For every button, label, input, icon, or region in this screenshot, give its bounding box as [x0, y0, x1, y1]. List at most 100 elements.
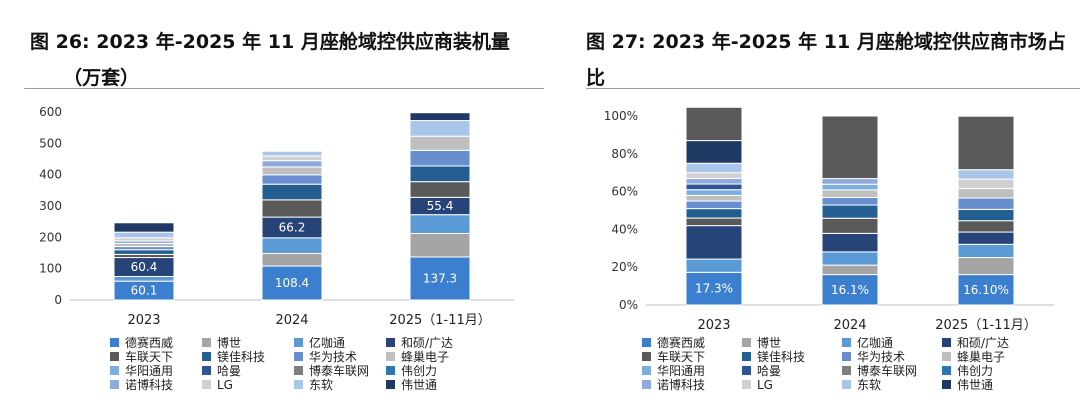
y-tick-label: 300 [39, 199, 62, 213]
bar-segment [261, 155, 323, 162]
bar-segment [821, 183, 879, 191]
legend-swatch [202, 352, 211, 361]
legend-swatch [110, 366, 119, 375]
legend-swatch [642, 338, 651, 347]
legend-swatch [642, 366, 651, 375]
bar-segment [821, 251, 879, 266]
legend-label: 华阳通用 [657, 364, 705, 378]
x-category-label: 2023 [127, 313, 160, 328]
legend-swatch [642, 380, 651, 389]
chart-box-installations: 0 100 200 300 400 500 600 60.1 60.4 2023 108.4 66.2… [24, 88, 544, 410]
legend-label: 博泰车联网 [309, 363, 369, 378]
legend-label: 车联天下 [657, 349, 705, 364]
bar-segment [821, 178, 879, 185]
legend-label: 蜂巢电子 [401, 350, 449, 364]
bar-segment [685, 177, 743, 185]
bar-segment [261, 183, 323, 201]
bar-segment [821, 196, 879, 206]
legend-swatch [742, 352, 751, 361]
bar-segment [409, 165, 471, 183]
y-tick-label: 60% [611, 185, 638, 199]
bar-segment [409, 135, 471, 151]
chart-box-market-share: 0% 20% 40% 60% 80% 100% 17.3% 2023 16.1% 2024 16.1… [586, 88, 1080, 410]
legend-label: 和硕/广达 [957, 336, 1009, 350]
x-category-label: 2025（1-11月） [389, 313, 491, 328]
bar-segment [113, 249, 175, 255]
legend-swatch [742, 366, 751, 375]
legend-label: 哈曼 [217, 364, 241, 378]
y-tick-label: 600 [39, 105, 62, 119]
legend-swatch [294, 366, 303, 375]
bar-data-label: 17.3% [695, 282, 733, 296]
bar-segment [409, 112, 471, 122]
bar-segment [957, 208, 1015, 222]
legend-swatch [110, 380, 119, 389]
y-tick-label: 40% [611, 222, 638, 236]
bar-segment [685, 183, 743, 191]
legend-label: 华为技术 [309, 350, 357, 364]
bar-segment [957, 220, 1015, 233]
y-tick-label: 200 [39, 230, 62, 244]
legend-swatch [642, 352, 651, 361]
legend-label: 伟世通 [401, 378, 437, 392]
bar-segment [261, 166, 323, 176]
legend-swatch [202, 338, 211, 347]
legend-swatch [942, 352, 951, 361]
bar-segment [685, 172, 743, 179]
legend-label: 博泰车联网 [857, 363, 917, 378]
legend-label: 博世 [757, 335, 781, 350]
bar-segment [821, 189, 879, 198]
bar-segment [685, 225, 743, 260]
legend-label: 东软 [309, 378, 333, 392]
legend-swatch [294, 380, 303, 389]
legend-label: 蜂巢电子 [957, 350, 1005, 364]
legend-swatch [386, 380, 395, 389]
x-category-label: 2024 [833, 318, 866, 333]
panel-market-share: 图 27: 2023 年-2025 年 11 月座舱域控供应商市场占 比 0% 2… [572, 0, 1080, 409]
bar-segment [685, 208, 743, 219]
bar-segment [957, 231, 1015, 245]
bar-segment [685, 106, 743, 142]
bar-segment [685, 200, 743, 210]
legend-swatch [110, 338, 119, 347]
legend-label: 亿咖通 [857, 335, 893, 350]
bar-segment [821, 232, 879, 253]
bar-segment [261, 237, 323, 255]
legend-label: 德赛西威 [657, 335, 705, 350]
x-category-label: 2023 [697, 318, 730, 333]
figure-27-title: 图 27: 2023 年-2025 年 11 月座舱域控供应商市场占 比 [586, 31, 1066, 89]
bar-segment [685, 217, 743, 227]
y-tick-label: 500 [39, 136, 62, 150]
legend-swatch [942, 338, 951, 347]
panel-installations: 图 26: 2023 年-2025 年 11 月座舱域控供应商装机量 （万套） … [24, 31, 544, 410]
legend-label: 伟创力 [957, 364, 993, 378]
bar-segment [821, 115, 879, 180]
market-share-stacked-bar-chart: 0% 20% 40% 60% 80% 100% 17.3% 2023 16.1% 2024 16.1… [604, 106, 1054, 392]
legend-label: 哈曼 [757, 364, 781, 378]
legend-swatch [842, 352, 851, 361]
legend-label: 德赛西威 [125, 335, 173, 350]
bar-data-label: 60.4 [131, 260, 158, 274]
legend-label: 车联天下 [125, 349, 173, 364]
bar-segment [685, 258, 743, 273]
legend-swatch [742, 338, 751, 347]
legend-label: 博世 [217, 335, 241, 350]
bar-segment [409, 149, 471, 167]
legend-label: 镁佳科技 [217, 350, 265, 364]
bar-data-label: 137.3 [423, 271, 457, 285]
legend-swatch [742, 380, 751, 389]
bar-segment [113, 275, 175, 282]
bar-segment [821, 274, 879, 306]
bar-segment [685, 189, 743, 196]
legend-label: 伟世通 [957, 378, 993, 392]
legend-swatch [386, 366, 395, 375]
bar-segment [821, 204, 879, 219]
bar-segment [821, 217, 879, 234]
legend-label: 和硕/广达 [401, 336, 453, 350]
bar-segment [685, 162, 743, 174]
legend-label: 华阳通用 [125, 364, 173, 378]
y-tick-label: 0 [54, 293, 62, 307]
bar-data-label: 16.10% [963, 283, 1009, 297]
legend-swatch [842, 366, 851, 375]
bar-segment [409, 256, 471, 301]
